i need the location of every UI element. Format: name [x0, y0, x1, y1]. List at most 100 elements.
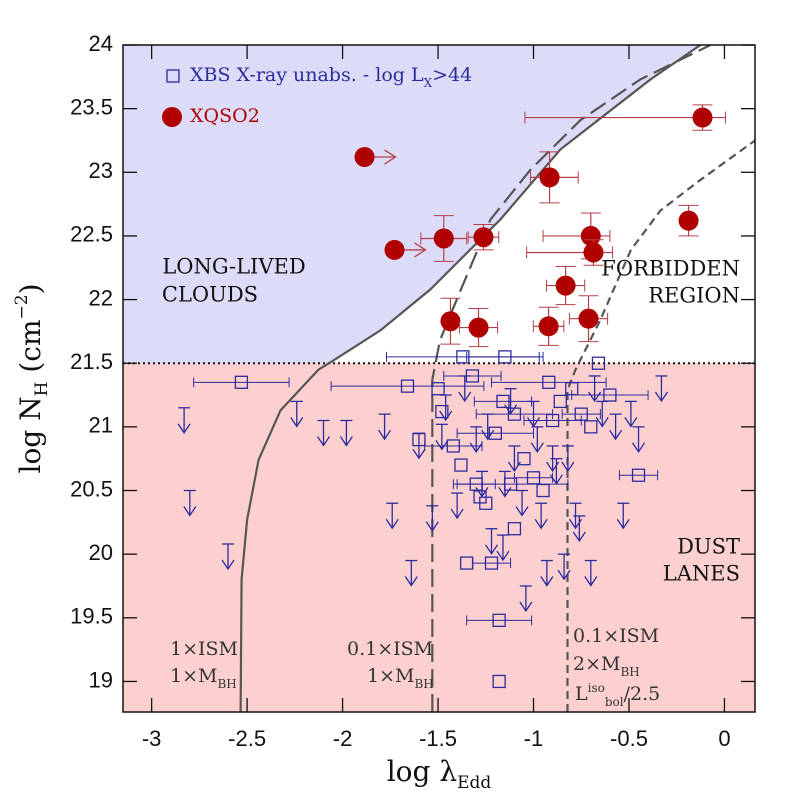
- arrow-head: [624, 417, 638, 428]
- label-part: BH: [414, 677, 433, 691]
- xbs-point: [517, 452, 531, 466]
- xbs-point: [631, 426, 646, 454]
- circle-marker: [384, 239, 405, 260]
- label-part: 0.1×ISM: [347, 638, 433, 660]
- xbs-point: [492, 674, 506, 689]
- arrow-head: [450, 508, 464, 520]
- xbs-point: [540, 559, 554, 587]
- arrow-head: [549, 474, 563, 485]
- xqso2-point: [354, 147, 397, 168]
- arrow-head: [414, 242, 427, 258]
- xbs-point: [456, 426, 535, 440]
- xbs-point: [425, 505, 439, 532]
- xbs-point: [498, 470, 512, 498]
- label-part: 0.1×ISM: [573, 625, 659, 647]
- arrow-head: [654, 391, 668, 403]
- label-part: H: [32, 382, 52, 397]
- xbs-point: [466, 613, 533, 628]
- y-tick-label: 20: [89, 540, 113, 565]
- circle-marker: [468, 317, 489, 338]
- xbs-point: [557, 553, 571, 581]
- label-part: BH: [217, 677, 236, 691]
- xqso2-point: [526, 239, 614, 266]
- square-marker: [498, 350, 512, 364]
- xbs-point: [481, 413, 495, 441]
- xbs-point: [177, 407, 191, 434]
- xqso2-point: [440, 297, 461, 345]
- y-tick-label: 20.5: [70, 476, 113, 501]
- square-marker: [484, 556, 499, 570]
- xbs-point: [431, 382, 445, 396]
- arrow-head: [595, 417, 609, 428]
- xbs-point: [491, 375, 607, 389]
- y-tick-label: 21: [89, 413, 113, 438]
- xbs-point: [504, 388, 518, 415]
- square-marker: [400, 379, 415, 393]
- arrow-head: [530, 442, 544, 454]
- arrow-head: [561, 461, 575, 473]
- region-label: FORBIDDEN: [601, 257, 740, 281]
- xbs-point: [496, 534, 510, 562]
- xqso2-point: [420, 215, 468, 262]
- x-tick-label: -2.5: [228, 726, 266, 751]
- xqso2-point: [678, 204, 699, 237]
- xbs-point: [561, 445, 575, 473]
- x-tick-label: -1: [524, 726, 544, 751]
- region-label: CLOUDS: [162, 283, 258, 307]
- arrow-head: [384, 149, 397, 165]
- arrow-head: [484, 544, 499, 555]
- y-tick-label: 23.5: [70, 94, 113, 119]
- xbs-point: [471, 556, 512, 570]
- xbs-point: [519, 585, 533, 613]
- label-part: 1×M: [170, 665, 217, 687]
- arrow-head: [221, 559, 235, 571]
- xbs-point: [549, 458, 563, 485]
- square-marker: [574, 407, 588, 421]
- xbs-point: [221, 543, 235, 571]
- x-tick-label: 0: [718, 726, 730, 751]
- circle-marker: [678, 210, 699, 231]
- upper-region: [123, 45, 701, 364]
- label: log λEdd: [387, 755, 492, 793]
- xbs-point: [450, 492, 464, 520]
- label-part: XQSO2: [190, 105, 260, 127]
- xqso2-point: [532, 306, 565, 346]
- circle-marker: [580, 225, 601, 246]
- xbs-point: [484, 528, 499, 555]
- arrow-head: [469, 442, 483, 454]
- arrow-head: [339, 436, 353, 447]
- model-curve: [431, 44, 711, 712]
- arrow-head: [439, 410, 453, 422]
- label-part: X: [424, 76, 433, 90]
- region-label: DUST: [677, 535, 740, 559]
- circle-marker: [555, 275, 576, 296]
- x-tick-label: -0.5: [610, 726, 648, 751]
- arrow-head: [404, 576, 418, 587]
- arrow-head: [504, 404, 518, 415]
- xbs-point: [515, 489, 529, 517]
- xbs-point: [591, 356, 606, 370]
- label: log NH (cm−2): [12, 283, 52, 473]
- xbs-point: [412, 432, 426, 460]
- label-part: /2.5: [624, 683, 661, 705]
- xbs-point: [530, 426, 544, 454]
- xqso2-point: [384, 239, 427, 260]
- xbs-point: [385, 502, 399, 530]
- arrow-head: [177, 423, 191, 434]
- xbs-point: [588, 375, 602, 403]
- y-tick-label: 23: [89, 158, 113, 183]
- xbs-point: [439, 394, 453, 422]
- x-tick-label: -1.5: [419, 726, 457, 751]
- square-marker: [553, 394, 567, 409]
- legend-circle: [162, 107, 182, 127]
- label-part: (cm: [14, 319, 47, 381]
- arrow-head: [412, 448, 426, 460]
- square-marker: [488, 426, 502, 440]
- label-part: ): [14, 283, 47, 294]
- square-marker: [435, 404, 449, 419]
- xbs-point: [339, 419, 353, 447]
- square-marker: [431, 382, 445, 396]
- xbs-point: [458, 375, 472, 403]
- circle-marker: [539, 167, 560, 188]
